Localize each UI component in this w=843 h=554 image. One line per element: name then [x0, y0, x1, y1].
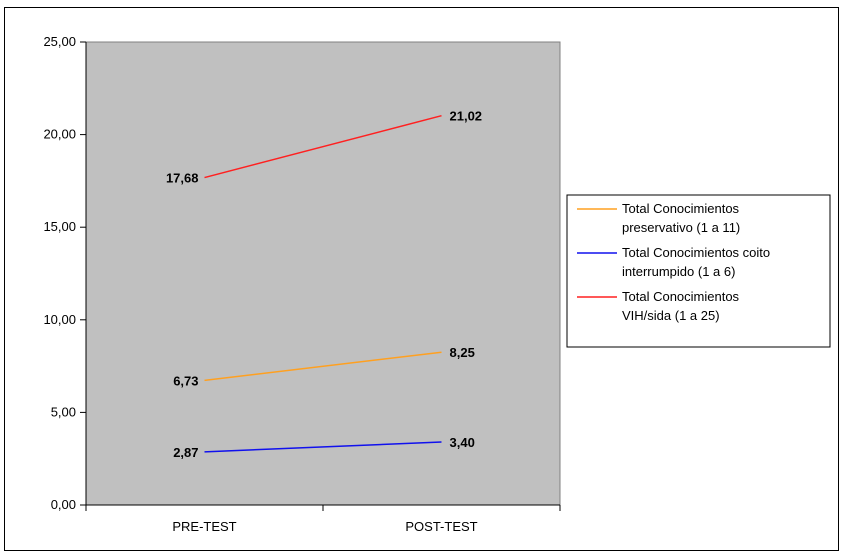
series-line-3 [204, 114, 442, 179]
data-label: 2,87 [173, 445, 198, 460]
data-label: 3,40 [450, 435, 475, 450]
y-tick-label: 10,00 [43, 312, 76, 327]
y-tick-label: 20,00 [43, 127, 76, 142]
legend-label: preservativo (1 a 11) [622, 220, 740, 235]
data-label: 6,73 [173, 373, 198, 388]
legend-label: Total Conocimientos coito [622, 245, 770, 260]
data-label: 21,02 [450, 109, 483, 124]
legend-label: VIH/sida (1 a 25) [622, 308, 720, 323]
x-tick-label: POST-TEST [405, 519, 477, 534]
data-label: 8,25 [450, 345, 475, 360]
plot-area [85, 41, 561, 506]
data-label: 17,68 [166, 171, 199, 186]
y-tick-label: 25,00 [43, 34, 76, 49]
legend-box [566, 194, 831, 348]
legend-label: Total Conocimientos [622, 289, 740, 304]
y-tick-label: 15,00 [43, 219, 76, 234]
series-line-2 [204, 441, 442, 453]
series-line-1 [204, 351, 442, 382]
x-tick-label: PRE-TEST [172, 519, 236, 534]
y-tick-label: 0,00 [51, 497, 76, 512]
legend-label: interrumpido (1 a 6) [622, 264, 735, 279]
legend-label: Total Conocimientos [622, 201, 740, 216]
y-tick-label: 5,00 [51, 404, 76, 419]
